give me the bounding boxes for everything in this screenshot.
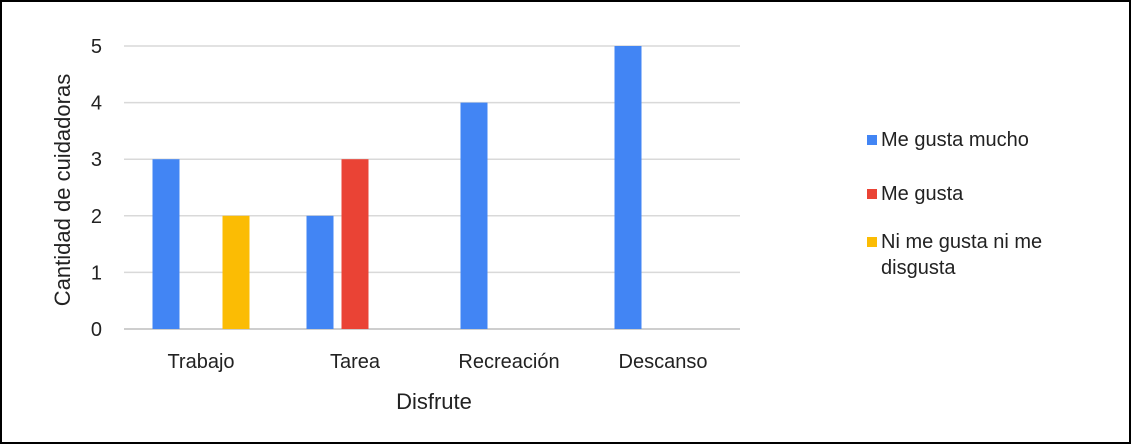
legend-label-me-gusta-mucho: Me gusta mucho [881,129,1029,151]
legend: Me gusta mucho Me gusta Ni me gusta ni me d… [867,129,1042,279]
bar-recreacion-me-gusta-mucho [460,102,488,329]
x-tick-label-tarea: Tarea [330,351,381,373]
x-axis-ticks: Trabajo Tarea Recreación Descanso [167,351,707,373]
x-tick-label-trabajo: Trabajo [167,351,234,373]
legend-swatch-me-gusta-mucho [867,135,877,145]
y-tick-label: 0 [91,319,102,341]
y-axis-title: Cantidad de cuidadoras [50,74,75,306]
bar-trabajo-ni-me-gusta-ni-me-disgusta [222,215,250,329]
x-axis-title: Disfrute [396,389,472,414]
bars [152,46,642,329]
y-axis-ticks: 0 1 2 3 4 5 [91,36,102,341]
bar-descanso-me-gusta-mucho [614,46,642,329]
y-tick-label: 2 [91,206,102,228]
y-tick-label: 5 [91,36,102,58]
legend-label-ni-me-gusta-ni-me-disgusta: Ni me gusta ni me disgusta [881,231,1042,279]
legend-swatch-me-gusta [867,189,877,199]
bar-tarea-me-gusta-mucho [306,215,334,329]
x-tick-label-descanso: Descanso [619,351,708,373]
legend-label-me-gusta: Me gusta [881,183,964,205]
y-tick-label: 3 [91,149,102,171]
x-tick-label-recreacion: Recreación [458,351,559,373]
y-tick-label: 4 [91,93,102,115]
gridlines [124,45,740,330]
y-tick-label: 1 [91,262,102,284]
legend-swatch-ni-me-gusta-ni-me-disgusta [867,237,877,247]
bar-tarea-me-gusta [341,159,369,329]
bar-trabajo-me-gusta-mucho [152,159,180,329]
